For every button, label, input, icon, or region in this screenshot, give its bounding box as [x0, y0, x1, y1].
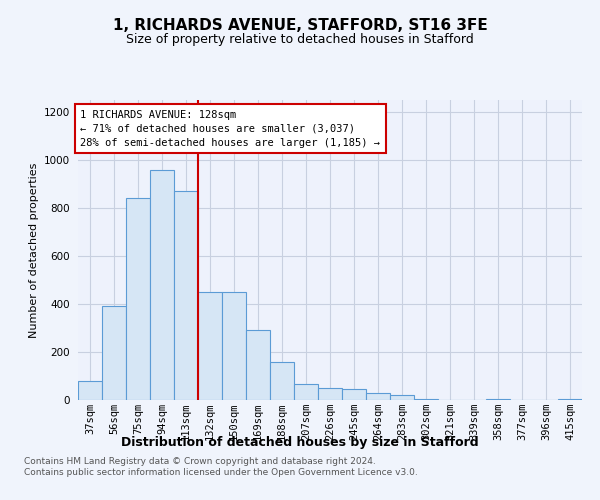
Bar: [222, 292, 246, 400]
Text: Distribution of detached houses by size in Stafford: Distribution of detached houses by size …: [121, 436, 479, 449]
Bar: [270, 362, 294, 400]
Bar: [246, 330, 270, 400]
Bar: [318, 388, 342, 400]
Text: Size of property relative to detached houses in Stafford: Size of property relative to detached ho…: [126, 32, 474, 46]
Bar: [78, 381, 102, 400]
Bar: [342, 389, 366, 400]
Bar: [558, 399, 582, 400]
Bar: [486, 399, 510, 400]
Text: 1, RICHARDS AVENUE, STAFFORD, ST16 3FE: 1, RICHARDS AVENUE, STAFFORD, ST16 3FE: [113, 18, 487, 32]
Bar: [294, 384, 318, 400]
Text: Contains HM Land Registry data © Crown copyright and database right 2024.: Contains HM Land Registry data © Crown c…: [24, 457, 376, 466]
Text: Contains public sector information licensed under the Open Government Licence v3: Contains public sector information licen…: [24, 468, 418, 477]
Bar: [126, 198, 150, 400]
Bar: [150, 170, 174, 400]
Bar: [414, 399, 438, 400]
Y-axis label: Number of detached properties: Number of detached properties: [29, 162, 38, 338]
Bar: [102, 306, 126, 400]
Bar: [174, 191, 198, 400]
Bar: [390, 395, 414, 400]
Text: 1 RICHARDS AVENUE: 128sqm
← 71% of detached houses are smaller (3,037)
28% of se: 1 RICHARDS AVENUE: 128sqm ← 71% of detac…: [80, 110, 380, 148]
Bar: [366, 393, 390, 400]
Bar: [198, 292, 222, 400]
